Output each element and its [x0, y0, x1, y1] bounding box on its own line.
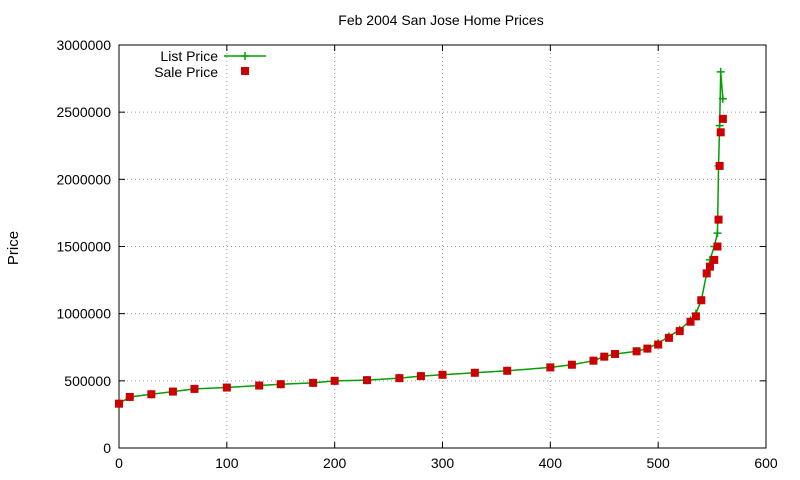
sale-price-point — [276, 380, 285, 389]
sale-price-point — [190, 384, 199, 393]
legend-label-list-price: List Price — [160, 48, 218, 64]
x-tick-label: 100 — [215, 455, 239, 471]
sale-price-point — [255, 381, 264, 390]
series-list-price — [115, 67, 727, 408]
sale-price-point — [691, 312, 700, 321]
sale-price-point — [309, 378, 318, 387]
sale-price-point — [654, 340, 663, 349]
sale-price-point — [664, 333, 673, 342]
y-tick-label: 500000 — [64, 373, 111, 389]
y-axis-label: Price — [5, 231, 22, 265]
sale-price-point — [714, 215, 723, 224]
list-price-point — [715, 121, 724, 130]
y-tick-label: 1000000 — [56, 306, 111, 322]
x-tick-label: 500 — [646, 455, 670, 471]
sale-price-point — [600, 352, 609, 361]
x-tick-label: 200 — [323, 455, 347, 471]
y-tick-label: 2500000 — [56, 104, 111, 120]
x-tick-label: 0 — [115, 455, 123, 471]
sale-price-point — [589, 356, 598, 365]
y-tick-label: 2000000 — [56, 171, 111, 187]
sale-price-point — [470, 368, 479, 377]
sale-price-point — [643, 344, 652, 353]
sale-price-point — [115, 399, 123, 408]
y-tick-label: 0 — [103, 440, 111, 456]
sale-price-point — [416, 372, 425, 381]
legend-marker-sale-price — [241, 67, 249, 75]
sale-price-point — [675, 327, 684, 336]
sale-price-point — [147, 390, 156, 399]
list-price-line — [118, 71, 724, 405]
sale-price-point — [686, 317, 695, 326]
sale-price-point — [503, 366, 512, 375]
sale-price-point — [716, 128, 725, 137]
sale-price-point — [697, 296, 706, 305]
sale-price-point — [125, 392, 134, 401]
legend-marker-list-price — [241, 52, 249, 60]
legend: List Price Sale Price — [154, 48, 266, 80]
series-sale-price — [115, 114, 727, 408]
legend-label-sale-price: Sale Price — [154, 64, 218, 80]
y-tick-label: 1500000 — [56, 239, 111, 255]
sale-price-point — [546, 363, 555, 372]
sale-price-point — [713, 242, 722, 251]
list-price-point — [718, 94, 727, 103]
sale-price-point — [222, 383, 231, 392]
sale-price-point — [611, 349, 620, 358]
sale-price-point — [705, 262, 714, 271]
legend-marks — [224, 52, 266, 75]
sale-price-point — [567, 360, 576, 369]
sale-price-point — [718, 114, 727, 123]
sale-price-point — [702, 269, 711, 278]
y-tick-label: 3000000 — [56, 37, 111, 53]
axis-ticks: 0 100 200 300 400 500 600 0 500000 1000000 1500000… — [56, 37, 777, 471]
x-tick-label: 400 — [539, 455, 563, 471]
x-tick-label: 600 — [754, 455, 778, 471]
sale-price-point — [632, 347, 641, 356]
chart-title: Feb 2004 San Jose Home Prices — [338, 12, 543, 28]
sale-price-point — [395, 374, 404, 383]
list-price-point — [713, 229, 722, 238]
sale-price-point — [363, 376, 372, 385]
x-tick-label: 300 — [431, 455, 455, 471]
sale-price-point — [330, 376, 339, 385]
list-price-point — [716, 67, 725, 76]
sale-price-point — [715, 161, 724, 170]
sale-price-point — [710, 255, 719, 264]
sale-price-point — [168, 387, 177, 396]
sale-price-point — [438, 370, 447, 379]
